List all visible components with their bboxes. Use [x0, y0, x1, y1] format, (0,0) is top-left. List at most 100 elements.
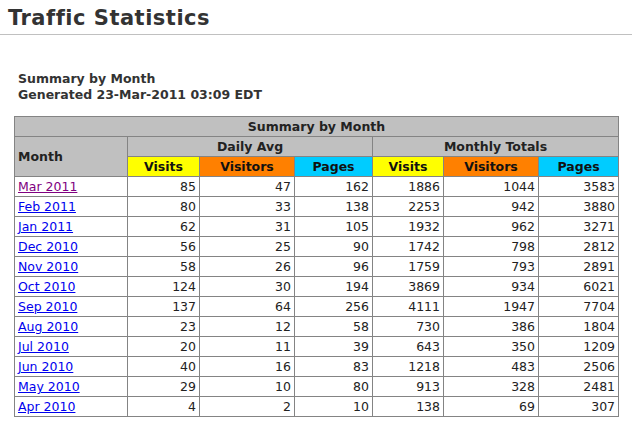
- summary-by-month-label: Summary by Month: [18, 71, 632, 87]
- monthly-visits-cell: 138: [373, 397, 444, 417]
- table-row: Mar 20118547162188610443583: [15, 177, 619, 197]
- daily-pages-cell: 58: [295, 317, 373, 337]
- traffic-statistics-page: { "colors": { "header_bg": "#C0C0C0", "v…: [0, 0, 632, 433]
- report-subtitle: Summary by Month Generated 23-Mar-2011 0…: [18, 71, 632, 103]
- table-row: Sep 201013764256411119477704: [15, 297, 619, 317]
- month-link[interactable]: Jul 2010: [18, 339, 69, 354]
- daily-avg-group-header: Daily Avg: [128, 137, 373, 157]
- page-title: Traffic Statistics: [0, 0, 632, 34]
- daily-visits-cell: 124: [128, 277, 200, 297]
- month-link[interactable]: Aug 2010: [18, 319, 78, 334]
- daily-visitors-cell: 47: [200, 177, 295, 197]
- table-row: Jun 201040168312184832506: [15, 357, 619, 377]
- monthly-pages-cell: 6021: [539, 277, 619, 297]
- monthly-pages-cell: 3271: [539, 217, 619, 237]
- month-cell: Apr 2010: [15, 397, 128, 417]
- monthly-visitors-cell: 1947: [444, 297, 539, 317]
- monthly-pages-cell: 307: [539, 397, 619, 417]
- monthly-visits-cell: 1932: [373, 217, 444, 237]
- daily-pages-cell: 39: [295, 337, 373, 357]
- month-link[interactable]: Nov 2010: [18, 259, 78, 274]
- daily-pages-cell: 80: [295, 377, 373, 397]
- daily-visits-cell: 85: [128, 177, 200, 197]
- daily-visitors-cell: 30: [200, 277, 295, 297]
- monthly-visitors-cell: 793: [444, 257, 539, 277]
- month-link[interactable]: Jun 2010: [18, 359, 73, 374]
- month-link[interactable]: Dec 2010: [18, 239, 78, 254]
- title-divider: [0, 34, 632, 35]
- monthly-visitors-header: Visitors: [444, 157, 539, 177]
- monthly-pages-cell: 3583: [539, 177, 619, 197]
- monthly-pages-cell: 2506: [539, 357, 619, 377]
- month-link[interactable]: Mar 2011: [18, 179, 77, 194]
- table-row: Apr 2010 421013869307: [15, 397, 619, 417]
- month-link[interactable]: May 2010: [18, 379, 80, 394]
- monthly-summary-table: Summary by Month Month Daily Avg Monthly…: [14, 116, 619, 417]
- daily-pages-cell: 105: [295, 217, 373, 237]
- daily-visits-cell: 62: [128, 217, 200, 237]
- monthly-visitors-cell: 483: [444, 357, 539, 377]
- table-row: Aug 20102312587303861804: [15, 317, 619, 337]
- month-cell: May 2010: [15, 377, 128, 397]
- table-row: Nov 201058269617597932891: [15, 257, 619, 277]
- table-row: Feb 2011803313822539423880: [15, 197, 619, 217]
- table-row: Oct 20101243019438699346021: [15, 277, 619, 297]
- daily-visits-cell: 40: [128, 357, 200, 377]
- monthly-visitors-cell: 69: [444, 397, 539, 417]
- monthly-visits-header: Visits: [373, 157, 444, 177]
- group-header-row: Month Daily Avg Monthly Totals: [15, 137, 619, 157]
- daily-visitors-cell: 26: [200, 257, 295, 277]
- month-cell: Feb 2011: [15, 197, 128, 217]
- daily-pages-header: Pages: [295, 157, 373, 177]
- monthly-visitors-cell: 942: [444, 197, 539, 217]
- month-cell: Mar 2011: [15, 177, 128, 197]
- monthly-pages-cell: 2481: [539, 377, 619, 397]
- daily-pages-cell: 10: [295, 397, 373, 417]
- monthly-visitors-cell: 350: [444, 337, 539, 357]
- month-cell: Dec 2010: [15, 237, 128, 257]
- daily-visits-cell: 4: [128, 397, 200, 417]
- month-link[interactable]: Apr 2010: [18, 399, 75, 414]
- daily-visits-cell: 80: [128, 197, 200, 217]
- monthly-visits-cell: 913: [373, 377, 444, 397]
- daily-visits-cell: 23: [128, 317, 200, 337]
- table-row: Jul 20102011396433501209: [15, 337, 619, 357]
- daily-visitors-cell: 64: [200, 297, 295, 317]
- month-cell: Nov 2010: [15, 257, 128, 277]
- daily-pages-cell: 162: [295, 177, 373, 197]
- monthly-visitors-cell: 386: [444, 317, 539, 337]
- daily-visits-cell: 56: [128, 237, 200, 257]
- daily-visitors-cell: 33: [200, 197, 295, 217]
- month-cell: Oct 2010: [15, 277, 128, 297]
- daily-visits-header: Visits: [128, 157, 200, 177]
- month-cell: Jul 2010: [15, 337, 128, 357]
- daily-pages-cell: 256: [295, 297, 373, 317]
- daily-pages-cell: 96: [295, 257, 373, 277]
- monthly-visits-cell: 1742: [373, 237, 444, 257]
- monthly-visitors-cell: 328: [444, 377, 539, 397]
- month-link[interactable]: Feb 2011: [18, 199, 76, 214]
- generated-timestamp: Generated 23-Mar-2011 03:09 EDT: [18, 87, 632, 103]
- month-link[interactable]: Sep 2010: [18, 299, 77, 314]
- daily-visitors-cell: 2: [200, 397, 295, 417]
- month-link[interactable]: Oct 2010: [18, 279, 75, 294]
- monthly-visitors-cell: 934: [444, 277, 539, 297]
- month-cell: Jan 2011: [15, 217, 128, 237]
- monthly-visitors-cell: 798: [444, 237, 539, 257]
- monthly-visits-cell: 2253: [373, 197, 444, 217]
- monthly-pages-cell: 1804: [539, 317, 619, 337]
- month-cell: Jun 2010: [15, 357, 128, 377]
- monthly-totals-group-header: Monthly Totals: [373, 137, 619, 157]
- daily-visits-cell: 29: [128, 377, 200, 397]
- monthly-visitors-cell: 962: [444, 217, 539, 237]
- month-column-header: Month: [15, 137, 128, 177]
- table-row: Dec 201056259017427982812: [15, 237, 619, 257]
- monthly-pages-cell: 2891: [539, 257, 619, 277]
- daily-visits-cell: 20: [128, 337, 200, 357]
- month-link[interactable]: Jan 2011: [18, 219, 73, 234]
- monthly-pages-cell: 7704: [539, 297, 619, 317]
- daily-visitors-cell: 12: [200, 317, 295, 337]
- daily-visits-cell: 58: [128, 257, 200, 277]
- daily-visits-cell: 137: [128, 297, 200, 317]
- daily-visitors-cell: 16: [200, 357, 295, 377]
